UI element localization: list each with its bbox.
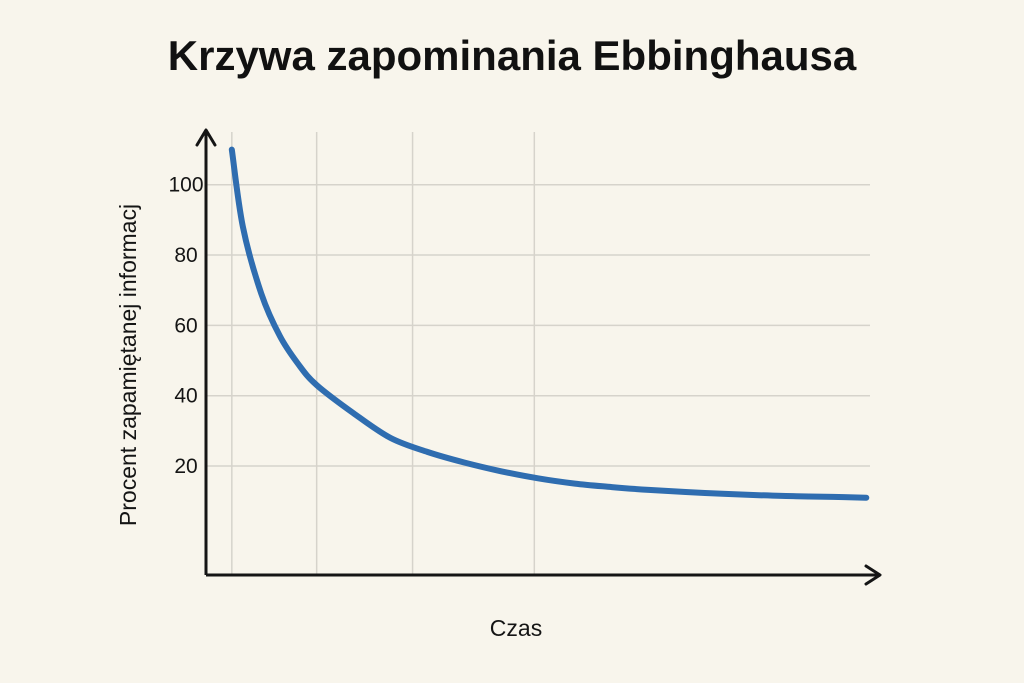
axes bbox=[195, 128, 882, 586]
y-axis-label: Procent zapamiętanej informacj bbox=[115, 204, 141, 526]
y-axis-arrow-icon bbox=[195, 128, 217, 147]
series-group bbox=[228, 146, 870, 501]
grid-lines bbox=[206, 132, 870, 575]
y-tick-label: 20 bbox=[174, 455, 197, 478]
y-tick-label: 60 bbox=[174, 314, 197, 337]
chart-title: Krzywa zapominania Ebbinghausa bbox=[167, 32, 857, 79]
y-tick-label: 80 bbox=[174, 244, 197, 267]
x-axis-label: Czas bbox=[490, 615, 542, 641]
y-tick-label: 40 bbox=[174, 385, 197, 408]
y-tick-labels: 100 80 60 40 20 bbox=[168, 174, 203, 478]
forgetting-curve-line bbox=[228, 146, 870, 501]
x-axis-arrow-icon bbox=[864, 564, 882, 586]
y-tick-label: 100 bbox=[168, 174, 203, 197]
